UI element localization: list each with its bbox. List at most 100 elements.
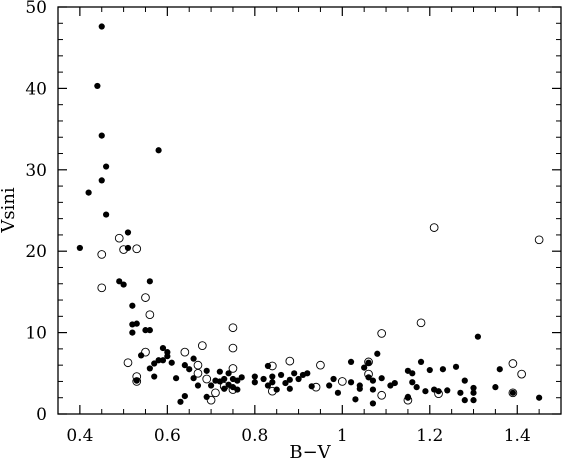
data-point-open <box>193 368 203 378</box>
data-point-filled <box>470 397 477 404</box>
data-point-filled <box>365 359 372 366</box>
data-point-filled <box>291 370 298 377</box>
x-tick-label: 0.6 <box>154 426 181 446</box>
data-point-open <box>228 343 238 353</box>
y-tick-label: 0 <box>36 405 47 425</box>
data-point-filled <box>361 364 368 371</box>
axis-tick-labels: 0.4 0.6 0.8 1 1.2 1.4 0 10 20 30 40 50 <box>25 0 530 446</box>
data-point-filled <box>334 389 342 396</box>
y-tick-label: 10 <box>25 324 47 344</box>
data-point-filled <box>352 396 359 403</box>
data-point-filled <box>378 375 385 382</box>
data-point-filled <box>470 384 477 392</box>
data-point-open <box>132 372 142 381</box>
data-point-filled <box>435 388 442 395</box>
data-points <box>76 23 544 407</box>
data-point-filled <box>76 244 83 252</box>
data-point-open <box>416 318 426 328</box>
data-point-filled <box>142 327 149 334</box>
data-point-open <box>145 310 155 320</box>
data-point-open <box>97 250 107 259</box>
y-tick-label: 20 <box>25 242 47 262</box>
data-point-filled <box>391 379 398 387</box>
y-tick-label: 40 <box>25 79 47 99</box>
data-point-open <box>377 329 387 338</box>
data-point-open <box>193 360 203 370</box>
data-point-filled <box>172 375 180 382</box>
data-point-open <box>508 388 518 398</box>
data-point-filled <box>120 281 127 288</box>
data-point-open <box>228 364 238 373</box>
data-point-filled <box>260 375 267 383</box>
data-point-filled <box>159 357 167 364</box>
data-point-open <box>141 347 150 357</box>
data-point-filled <box>164 353 171 360</box>
data-point-filled <box>151 373 158 380</box>
data-point-filled <box>221 375 228 383</box>
data-point-filled <box>356 385 363 392</box>
data-point-open <box>316 360 325 370</box>
x-tick-label: 1.4 <box>504 426 531 446</box>
data-point-filled <box>234 377 241 384</box>
data-point-filled <box>203 393 210 401</box>
data-point-filled <box>98 132 105 139</box>
data-point-open <box>119 245 128 254</box>
data-point-filled <box>168 359 175 366</box>
data-point-filled <box>194 382 202 389</box>
data-point-filled <box>273 386 280 393</box>
data-point-open <box>403 395 413 405</box>
y-tick-label: 30 <box>25 161 47 181</box>
data-point-filled <box>116 278 123 285</box>
data-point-open <box>434 389 443 399</box>
data-point-filled <box>98 23 105 30</box>
data-point-open <box>311 382 321 392</box>
data-point-filled <box>146 278 153 285</box>
data-point-filled <box>369 377 377 384</box>
data-point-open <box>517 369 526 379</box>
x-axis-title: B−V <box>289 442 331 463</box>
data-point-filled <box>461 397 468 404</box>
x-tick-label: 1.2 <box>416 426 443 446</box>
data-point-open <box>211 388 220 398</box>
data-point-filled <box>269 379 276 386</box>
data-point-open <box>206 395 216 405</box>
data-point-filled <box>286 385 293 392</box>
data-point-filled <box>461 377 468 384</box>
y-axis-title: Vsini <box>0 187 19 234</box>
data-point-filled <box>85 189 92 196</box>
data-point-open <box>123 358 133 368</box>
data-point-filled <box>374 350 381 357</box>
data-point-filled <box>404 394 412 401</box>
data-point-filled <box>190 375 197 382</box>
data-point-filled <box>282 379 289 387</box>
data-point-filled <box>207 382 215 389</box>
data-point-open <box>364 369 373 379</box>
data-point-filled <box>452 363 460 370</box>
data-point-filled <box>444 387 451 394</box>
data-point-filled <box>129 329 136 336</box>
data-point-filled <box>155 147 162 154</box>
data-point-filled <box>159 344 167 352</box>
data-point-filled <box>138 352 145 359</box>
data-point-filled <box>474 333 481 340</box>
data-point-filled <box>264 382 272 389</box>
data-point-filled <box>181 362 188 369</box>
data-point-filled <box>277 371 285 379</box>
data-point-filled <box>439 366 447 373</box>
data-point-open <box>267 386 277 396</box>
data-point-open <box>228 323 238 333</box>
data-point-filled <box>492 384 499 391</box>
data-point-filled <box>129 302 136 309</box>
data-point-filled <box>225 370 232 377</box>
data-point-open <box>337 377 347 386</box>
data-point-filled <box>251 379 258 386</box>
data-point-open <box>364 357 373 367</box>
data-point-filled <box>238 374 245 381</box>
data-point-open <box>132 244 142 254</box>
data-point-filled <box>286 376 293 383</box>
axis-ticks <box>57 6 562 415</box>
data-point-filled <box>264 362 272 370</box>
data-point-filled <box>417 358 425 366</box>
data-point-open <box>534 235 544 245</box>
data-point-filled <box>234 386 241 393</box>
